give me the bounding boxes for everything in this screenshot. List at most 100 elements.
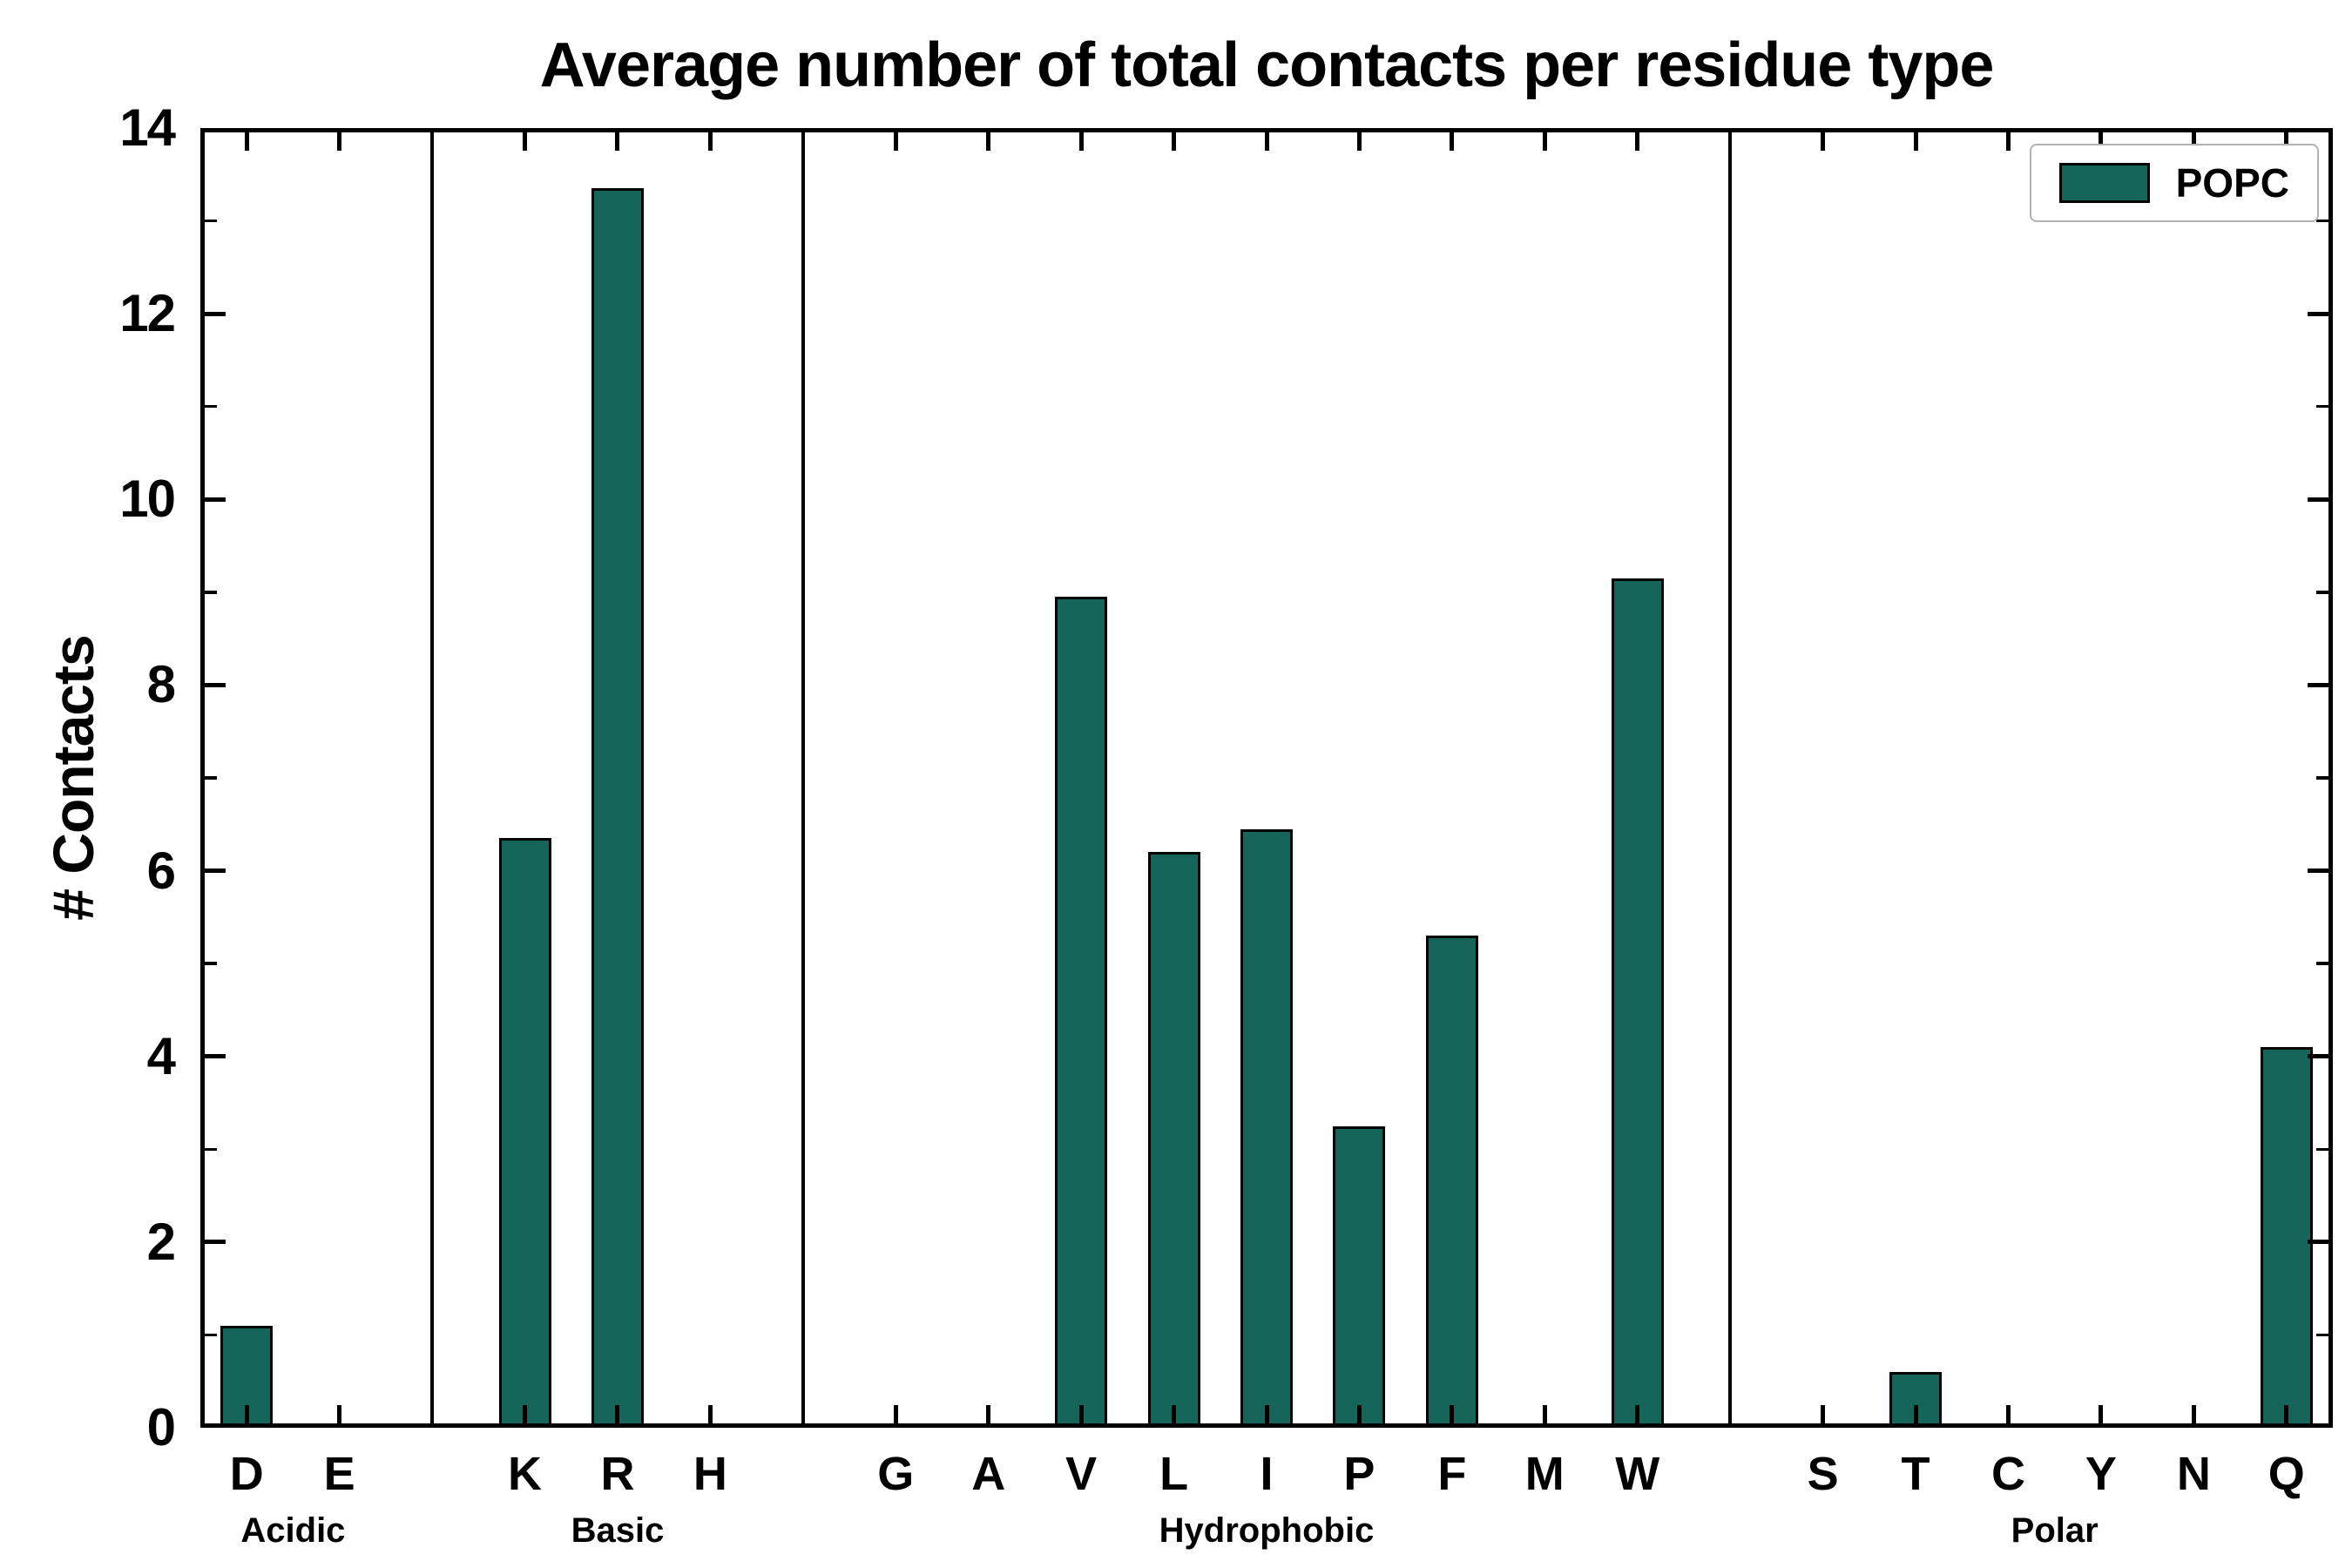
bar-M: [1518, 1425, 1571, 1428]
x-tick-label-Q: Q: [2268, 1448, 2305, 1500]
y-tick-major: [205, 1054, 226, 1059]
x-tick-label-V: V: [1065, 1448, 1098, 1500]
x-tick-label-C: C: [1990, 1448, 2025, 1500]
x-tick-bottom: [1450, 1405, 1455, 1423]
chart-title: Average number of total contacts per res…: [539, 30, 1995, 100]
x-tick-label-D: D: [229, 1448, 264, 1500]
bar-I: [1240, 828, 1293, 1428]
x-tick-label-W: W: [1615, 1448, 1660, 1500]
x-tick-top: [523, 132, 528, 151]
y-tick-label-6: 6: [146, 841, 176, 900]
x-tick-label-P: P: [1343, 1448, 1375, 1500]
y-tick-minor: [205, 962, 217, 965]
y-tick-major: [205, 128, 226, 132]
x-tick-label-N: N: [2176, 1448, 2211, 1500]
group-label-polar: Polar: [2011, 1511, 2099, 1550]
bar-Y: [2074, 1423, 2127, 1428]
y-tick-label-12: 12: [119, 284, 176, 343]
y-tick-label-0: 0: [146, 1398, 176, 1456]
y-tick-label-4: 4: [146, 1026, 176, 1085]
bar-Q: [2260, 1047, 2313, 1428]
x-tick-bottom: [1264, 1405, 1269, 1423]
bar-G: [869, 1423, 923, 1428]
x-tick-bottom: [2005, 1405, 2011, 1423]
y-tick-major: [2308, 497, 2328, 502]
x-tick-bottom: [1542, 1405, 1547, 1423]
bar-C: [1982, 1425, 2035, 1428]
x-tick-top: [1356, 132, 1362, 151]
y-tick-major: [205, 1423, 226, 1428]
x-tick-top: [1913, 132, 1918, 151]
x-tick-bottom: [1172, 1405, 1177, 1423]
bar-N: [2167, 1423, 2220, 1428]
bar-S: [1796, 1423, 1849, 1428]
y-tick-label-14: 14: [119, 98, 176, 157]
x-tick-top: [707, 132, 713, 151]
x-tick-top: [893, 132, 898, 151]
x-tick-top: [1264, 132, 1269, 151]
x-tick-bottom: [523, 1405, 528, 1423]
y-tick-label-10: 10: [119, 470, 176, 529]
x-tick-bottom: [893, 1405, 898, 1423]
x-tick-bottom: [615, 1405, 620, 1423]
y-tick-minor: [2316, 1147, 2328, 1152]
y-tick-major: [205, 1240, 226, 1245]
legend-swatch-popc: [2058, 163, 2150, 203]
x-tick-top: [2191, 132, 2196, 151]
legend: POPC: [2029, 144, 2319, 222]
x-tick-label-Y: Y: [2085, 1448, 2117, 1500]
bar-R: [591, 188, 644, 1428]
x-tick-bottom: [1635, 1405, 1640, 1423]
y-tick-minor: [2316, 591, 2328, 594]
x-tick-top: [1635, 132, 1640, 151]
bar-W: [1611, 578, 1664, 1428]
x-tick-bottom: [2191, 1405, 2196, 1423]
group-separator: [430, 128, 434, 1428]
y-tick-major: [2308, 128, 2328, 132]
y-tick-minor: [205, 591, 217, 594]
x-tick-top: [1172, 132, 1177, 151]
y-tick-minor: [2316, 404, 2328, 409]
x-tick-label-E: E: [323, 1448, 355, 1500]
x-tick-label-G: G: [877, 1448, 915, 1500]
y-tick-major: [205, 682, 226, 687]
group-label-basic: Basic: [571, 1511, 665, 1550]
x-tick-bottom: [707, 1405, 713, 1423]
group-separator: [1728, 128, 1732, 1428]
x-tick-top: [2284, 132, 2289, 151]
x-tick-label-R: R: [600, 1448, 635, 1500]
group-label-acidic: Acidic: [240, 1511, 346, 1550]
x-tick-label-I: I: [1260, 1448, 1274, 1500]
x-tick-top: [2099, 132, 2104, 151]
x-tick-bottom: [1913, 1405, 1918, 1423]
y-tick-minor: [205, 776, 217, 780]
bar-F: [1425, 936, 1478, 1428]
x-tick-label-L: L: [1159, 1448, 1189, 1500]
y-tick-minor: [2316, 962, 2328, 965]
y-tick-label-2: 2: [146, 1212, 176, 1271]
y-tick-minor: [205, 404, 217, 409]
x-tick-top: [1450, 132, 1455, 151]
y-tick-major: [205, 311, 226, 316]
x-tick-label-H: H: [693, 1448, 727, 1500]
y-tick-major: [205, 868, 226, 874]
group-label-hydrophobic: Hydrophobic: [1159, 1511, 1375, 1550]
y-tick-minor: [205, 1147, 217, 1152]
x-tick-label-A: A: [971, 1448, 1006, 1500]
x-tick-bottom: [986, 1405, 991, 1423]
y-tick-minor: [205, 219, 217, 223]
y-tick-label-8: 8: [146, 655, 176, 714]
x-tick-top: [2005, 132, 2011, 151]
x-tick-label-F: F: [1437, 1448, 1467, 1500]
x-tick-label-S: S: [1807, 1448, 1839, 1500]
y-tick-major: [2308, 311, 2328, 316]
group-separator: [801, 128, 805, 1428]
y-tick-major: [2308, 868, 2328, 874]
bar-K: [498, 838, 551, 1428]
plot-area: POPC: [200, 128, 2333, 1428]
x-tick-bottom: [2099, 1405, 2104, 1423]
x-tick-bottom: [244, 1405, 249, 1423]
y-tick-major: [205, 497, 226, 502]
y-tick-minor: [2316, 1333, 2328, 1337]
bar-E: [313, 1423, 366, 1428]
